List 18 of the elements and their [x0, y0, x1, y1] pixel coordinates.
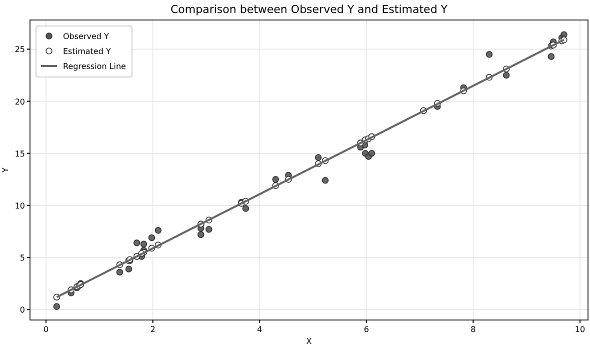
x-axis-title: X: [306, 337, 312, 346]
x-tick-label: 6: [364, 325, 369, 334]
x-tick-label: 10: [574, 325, 586, 334]
x-tick-label: 0: [43, 325, 49, 334]
legend-label: Estimated Y: [63, 47, 111, 56]
y-tick-label: 0: [20, 306, 25, 315]
y-axis-title: Y: [1, 167, 10, 174]
legend-label: Regression Line: [63, 62, 126, 71]
chart-title: Comparison between Observed Y and Estimated Y: [170, 3, 448, 16]
y-tick-label: 15: [14, 149, 25, 158]
y-tick-label: 20: [14, 97, 25, 106]
x-tick-label: 4: [257, 325, 262, 334]
y-tick-label: 25: [14, 45, 25, 54]
x-tick-label: 8: [470, 325, 476, 334]
y-tick-label: 10: [14, 201, 25, 210]
x-tick-label: 2: [150, 325, 156, 334]
y-tick-label: 5: [20, 254, 25, 262]
legend-label: Observed Y: [63, 32, 110, 41]
